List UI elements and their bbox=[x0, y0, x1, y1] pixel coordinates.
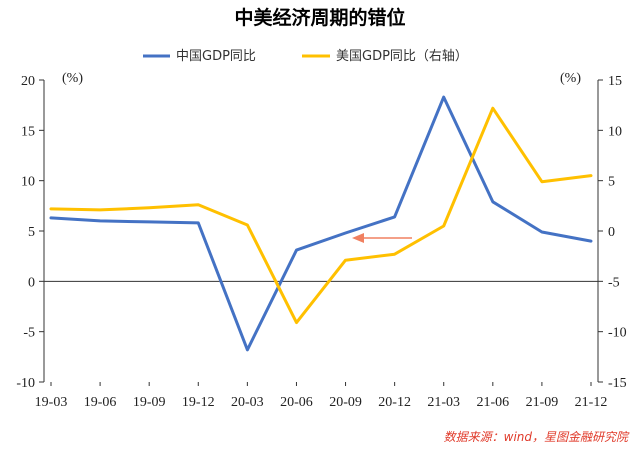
right-tick-label: -5 bbox=[608, 275, 620, 290]
annotation-arrow-head bbox=[352, 233, 364, 244]
x-tick-label: 20-12 bbox=[378, 395, 411, 410]
left-tick-label: 15 bbox=[21, 124, 35, 139]
x-tick-label: 19-03 bbox=[35, 395, 68, 410]
x-tick-label: 21-12 bbox=[575, 395, 608, 410]
left-tick-label: -5 bbox=[23, 326, 35, 341]
left-tick-label: 0 bbox=[28, 275, 35, 290]
legend-label-china: 中国GDP同比 bbox=[176, 49, 256, 64]
series-line-china bbox=[49, 95, 593, 352]
x-tick-label: 21-09 bbox=[526, 395, 559, 410]
right-tick-label: 15 bbox=[608, 74, 622, 89]
annotation-layer bbox=[352, 233, 412, 244]
x-tick-label: 19-09 bbox=[133, 395, 166, 410]
legend-label-us: 美国GDP同比（右轴） bbox=[336, 49, 468, 64]
x-tick-label: 21-06 bbox=[476, 395, 509, 410]
series-line-us bbox=[49, 106, 593, 325]
right-tick-label: 0 bbox=[608, 225, 615, 240]
chart-title: 中美经济周期的错位 bbox=[234, 6, 405, 29]
x-tick-label: 19-12 bbox=[182, 395, 215, 410]
axes: -10 -5 0 5 10 15 20 -15 -10 -5 0 5 10 15 19-03 19-06 19-… bbox=[16, 74, 626, 410]
right-tick-label: 5 bbox=[608, 175, 615, 190]
left-tick-label: 5 bbox=[28, 225, 35, 240]
x-tick-label: 20-09 bbox=[329, 395, 362, 410]
right-axis-unit: (%) bbox=[560, 71, 581, 86]
x-tick-label: 21-03 bbox=[427, 395, 460, 410]
legend: 中国GDP同比 美国GDP同比（右轴） bbox=[143, 49, 468, 64]
source-note: 数据来源：wind，星图金融研究院 bbox=[444, 430, 630, 444]
left-axis-unit: (%) bbox=[62, 71, 83, 86]
x-tick-label: 20-06 bbox=[280, 395, 313, 410]
x-tick-label: 20-03 bbox=[231, 395, 264, 410]
x-tick-label: 19-06 bbox=[84, 395, 117, 410]
right-tick-label: -15 bbox=[608, 376, 627, 391]
right-tick-label: 10 bbox=[608, 124, 622, 139]
left-tick-label: 20 bbox=[21, 74, 35, 89]
series-layer bbox=[49, 95, 593, 352]
left-tick-label: 10 bbox=[21, 175, 35, 190]
left-tick-label: -10 bbox=[16, 376, 35, 391]
right-tick-label: -10 bbox=[608, 326, 627, 341]
